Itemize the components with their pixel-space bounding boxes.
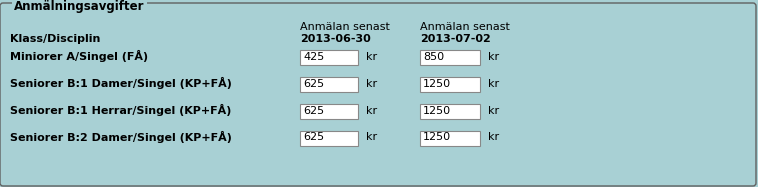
Text: kr: kr [366, 105, 377, 116]
FancyBboxPatch shape [420, 131, 480, 146]
FancyBboxPatch shape [300, 104, 358, 119]
Text: Seniorer B:2 Damer/Singel (KP+FÅ): Seniorer B:2 Damer/Singel (KP+FÅ) [10, 131, 232, 143]
Text: 425: 425 [303, 51, 324, 62]
Text: kr: kr [488, 79, 499, 88]
Text: 625: 625 [303, 133, 324, 142]
FancyBboxPatch shape [420, 77, 480, 92]
Text: 850: 850 [423, 51, 444, 62]
Text: Anmälan senast: Anmälan senast [300, 22, 390, 32]
Text: kr: kr [366, 79, 377, 88]
Text: kr: kr [366, 51, 377, 62]
FancyBboxPatch shape [300, 77, 358, 92]
Text: Seniorer B:1 Herrar/Singel (KP+FÅ): Seniorer B:1 Herrar/Singel (KP+FÅ) [10, 104, 231, 116]
Text: 2013-07-02: 2013-07-02 [420, 34, 490, 44]
Text: kr: kr [488, 51, 499, 62]
Text: Miniorer A/Singel (FÅ): Miniorer A/Singel (FÅ) [10, 50, 148, 62]
Text: Anmälan senast: Anmälan senast [420, 22, 510, 32]
FancyBboxPatch shape [0, 3, 756, 186]
Text: 625: 625 [303, 79, 324, 88]
Text: 1250: 1250 [423, 79, 451, 88]
Text: Seniorer B:1 Damer/Singel (KP+FÅ): Seniorer B:1 Damer/Singel (KP+FÅ) [10, 77, 232, 89]
Text: Klass/Disciplin: Klass/Disciplin [10, 34, 100, 44]
FancyBboxPatch shape [300, 50, 358, 65]
Text: 625: 625 [303, 105, 324, 116]
Text: 1250: 1250 [423, 105, 451, 116]
Text: Anmälningsavgifter: Anmälningsavgifter [14, 0, 145, 13]
Text: kr: kr [488, 105, 499, 116]
Text: 1250: 1250 [423, 133, 451, 142]
Text: 2013-06-30: 2013-06-30 [300, 34, 371, 44]
FancyBboxPatch shape [420, 104, 480, 119]
FancyBboxPatch shape [300, 131, 358, 146]
Text: kr: kr [366, 133, 377, 142]
FancyBboxPatch shape [420, 50, 480, 65]
Text: kr: kr [488, 133, 499, 142]
